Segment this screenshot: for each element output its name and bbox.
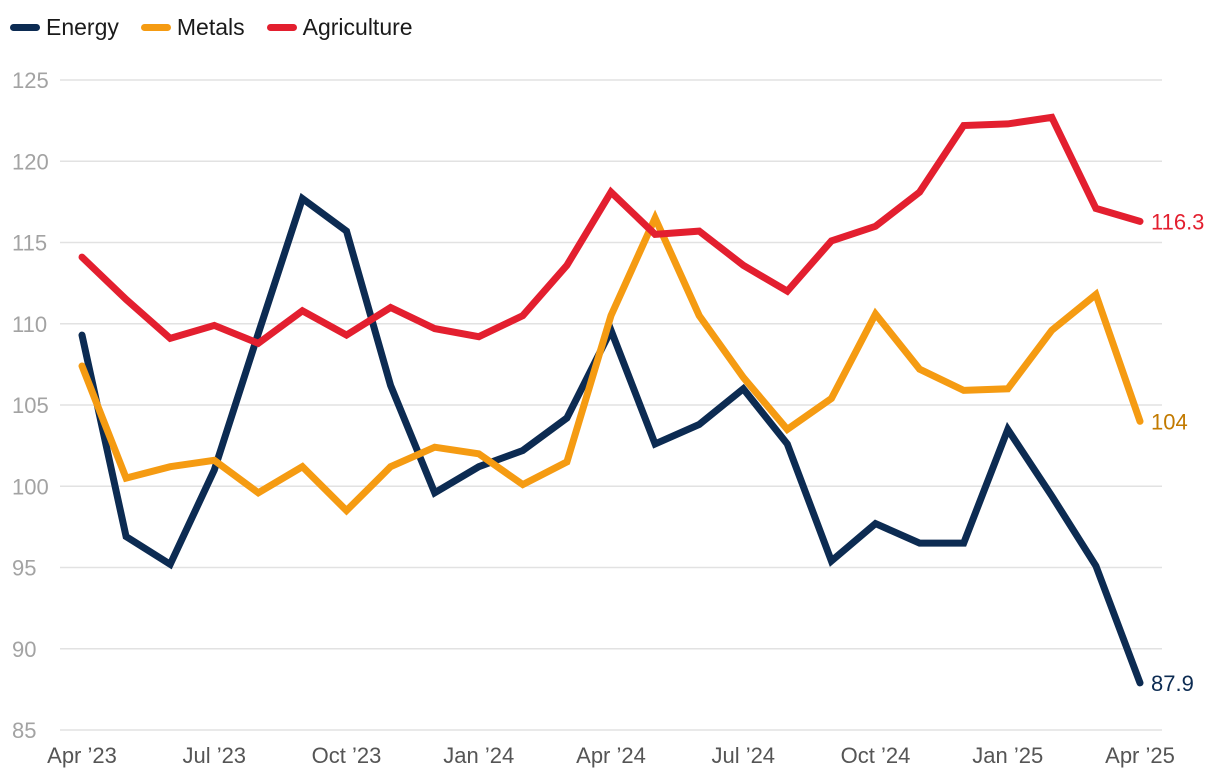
x-tick-label: Jan ’24 [443,743,514,768]
x-tick-label: Apr ’25 [1105,743,1175,768]
legend-label-agriculture: Agriculture [302,14,413,40]
legend-label-energy: Energy [46,14,119,40]
legend-swatch-metals [140,24,171,31]
y-tick-label: 85 [12,718,36,743]
legend-swatch-energy [10,24,40,31]
x-tick-label: Apr ’23 [47,743,117,768]
y-tick-label: 90 [12,637,36,662]
x-axis-ticks: Apr ’23 Jul ’23 Oct ’23 Jan ’24 Apr ’24 Jul ’… [47,743,1175,768]
y-tick-label: 120 [12,149,49,174]
x-tick-label: Jul ’23 [182,743,246,768]
legend-item-energy[interactable]: Energy [10,14,119,41]
legend: Energy Metals Agriculture [10,14,435,41]
x-tick-label: Jan ’25 [972,743,1043,768]
y-tick-label: 95 [12,556,36,581]
end-label-agriculture: 116.3 [1151,209,1204,234]
end-label-energy: 87.9 [1151,671,1194,696]
x-tick-label: Jul ’24 [711,743,775,768]
x-tick-label: Oct ’24 [841,743,911,768]
y-tick-label: 105 [12,393,49,418]
y-tick-label: 100 [12,474,49,499]
y-axis-ticks: 85 90 95 100 105 110 115 120 125 [12,68,49,743]
end-labels: 87.9 104 116.3 [1151,209,1204,696]
y-tick-label: 125 [12,68,49,93]
legend-swatch-agriculture [266,24,297,31]
legend-item-agriculture[interactable]: Agriculture [266,14,413,41]
series-line-energy[interactable] [78,192,1144,687]
y-tick-label: 115 [12,231,47,256]
series-line-agriculture[interactable] [78,113,1144,348]
legend-item-metals[interactable]: Metals [140,14,245,41]
end-label-metals: 104 [1151,409,1188,434]
x-tick-label: Apr ’24 [576,743,646,768]
x-tick-label: Oct ’23 [312,743,382,768]
y-tick-label: 110 [12,312,47,337]
series-lines [78,113,1144,687]
series-line-metals[interactable] [78,209,1144,516]
legend-label-metals: Metals [176,14,245,40]
gridlines [60,79,1162,731]
